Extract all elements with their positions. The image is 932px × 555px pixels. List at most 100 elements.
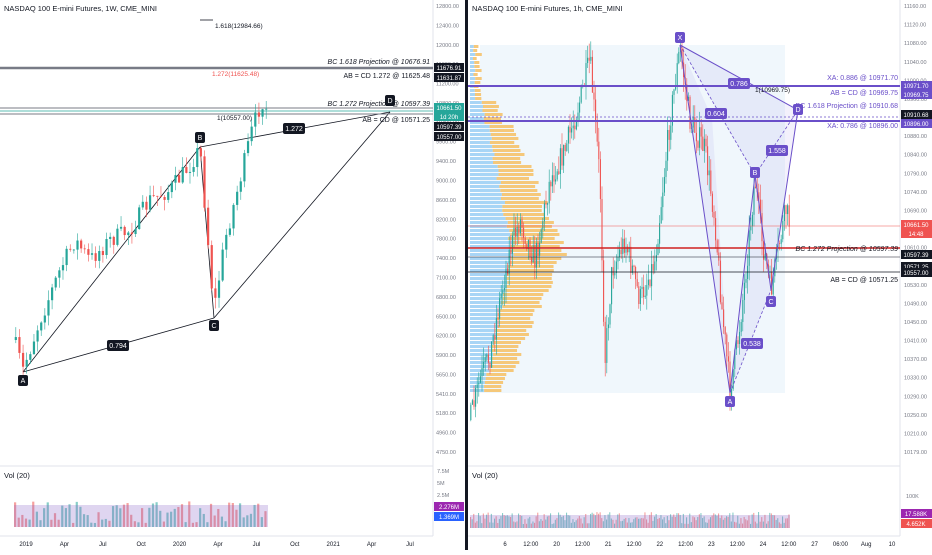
right-vol-tick-label: 100K bbox=[906, 494, 919, 500]
right-candle-body bbox=[782, 221, 784, 240]
right-vol-bar bbox=[500, 516, 502, 528]
right-vp-bar-orange bbox=[473, 49, 478, 52]
left-time-tick-label: Oct bbox=[290, 542, 300, 548]
right-vol-bar bbox=[665, 523, 667, 528]
left-point-d: D bbox=[387, 98, 392, 105]
right-candle-body bbox=[585, 63, 587, 87]
right-vp-bar-orange bbox=[494, 337, 526, 340]
left-vol-bar bbox=[209, 503, 213, 527]
right-vp-bar-orange bbox=[473, 45, 479, 48]
right-vp-bar-orange bbox=[483, 105, 499, 108]
left-price-tick-label: 5900.00 bbox=[436, 353, 456, 359]
right-vol-bar bbox=[679, 514, 681, 528]
right-candle-body bbox=[491, 341, 493, 368]
left-candle-body bbox=[156, 195, 159, 197]
right-vol-bar bbox=[474, 522, 476, 528]
left-vol-bar bbox=[184, 522, 187, 527]
left-vol-bar bbox=[101, 519, 104, 527]
right-vol-bar bbox=[788, 514, 790, 528]
right-vol-bar bbox=[742, 523, 744, 528]
right-vp-bar-blue bbox=[470, 61, 475, 64]
right-vol-bar bbox=[612, 519, 614, 528]
right-candle-body bbox=[550, 181, 552, 187]
right-point-a: A bbox=[728, 399, 733, 406]
left-vol-bar bbox=[180, 504, 184, 527]
pane-divider[interactable] bbox=[465, 0, 468, 550]
right-vp-bar-orange bbox=[505, 217, 550, 220]
right-time-axis[interactable]: 6 12:00 20 12:00 21 12:00 22 12:00 23 12:00 24 12:0… bbox=[503, 542, 896, 548]
right-vp-bar-blue bbox=[470, 81, 475, 84]
left-candle-body bbox=[228, 228, 231, 235]
left-vol-bar bbox=[173, 508, 176, 527]
right-badge-0 bbox=[901, 81, 932, 90]
right-vp-bar-orange bbox=[497, 317, 531, 320]
right-candle-body bbox=[483, 361, 485, 368]
left-vol-bar bbox=[119, 508, 122, 527]
left-vol-tick-label: 5M bbox=[437, 481, 445, 487]
right-point-a-box bbox=[725, 396, 735, 407]
left-candle-body bbox=[210, 245, 213, 289]
right-vp-bar-orange bbox=[475, 69, 482, 72]
left-price-axis[interactable]: 12800.0012400.0012000.0011600.0011200.00… bbox=[436, 4, 459, 456]
right-candle-body bbox=[625, 246, 627, 253]
left-candle-body bbox=[61, 265, 65, 271]
right-vp-bar-blue bbox=[470, 141, 490, 144]
right-vol-bar bbox=[586, 523, 588, 528]
right-vp-bar-blue bbox=[470, 245, 511, 248]
left-candle-body bbox=[159, 196, 163, 197]
right-point-d: D bbox=[795, 107, 800, 114]
left-vol-tick-label: 7.5M bbox=[437, 469, 450, 475]
left-vol-bar bbox=[46, 502, 49, 527]
right-vol-bar bbox=[626, 522, 628, 528]
right-price-tick-label: 10250.00 bbox=[904, 413, 927, 419]
left-vol-bar bbox=[155, 502, 158, 527]
left-candle-body bbox=[87, 249, 90, 255]
left-candle-body bbox=[257, 112, 261, 117]
right-vol-bar bbox=[740, 518, 742, 528]
right-candle-body bbox=[710, 170, 712, 194]
right-vol-bar bbox=[692, 516, 694, 528]
right-vol-bar bbox=[572, 519, 574, 528]
right-candle-body bbox=[694, 117, 696, 133]
right-candle-body bbox=[644, 295, 646, 298]
right-vp-bar-blue bbox=[470, 337, 495, 340]
right-vp-bar-blue bbox=[470, 253, 514, 256]
left-vol-bar bbox=[24, 518, 28, 527]
right-vp-bar-blue bbox=[470, 89, 475, 92]
left-candle-body bbox=[21, 352, 25, 367]
left-leg-ab bbox=[22, 146, 201, 373]
left-candle-body bbox=[203, 156, 206, 208]
left-candle-body bbox=[221, 249, 224, 281]
right-vol-bar bbox=[516, 521, 518, 528]
right-candle-body bbox=[497, 318, 499, 319]
right-vp-bar-blue bbox=[470, 209, 503, 212]
right-vol-bar bbox=[642, 518, 644, 528]
left-candle-body bbox=[152, 195, 155, 197]
right-volume-bars bbox=[470, 512, 790, 528]
right-vol-bar bbox=[494, 518, 496, 528]
left-vol-bar bbox=[206, 522, 209, 527]
right-candle-body bbox=[523, 227, 525, 238]
left-candle-body bbox=[196, 148, 199, 168]
right-candle-body bbox=[571, 128, 573, 133]
right-candle-body bbox=[564, 144, 566, 151]
right-vp-bar-blue bbox=[470, 149, 493, 152]
left-vol-bar bbox=[141, 508, 144, 527]
left-vol-bar bbox=[195, 522, 198, 527]
left-candle-body bbox=[217, 280, 221, 298]
left-candle-body bbox=[170, 182, 173, 193]
right-vol-bar bbox=[639, 518, 641, 528]
right-candle-body bbox=[670, 125, 672, 140]
right-point-x-box bbox=[675, 32, 685, 43]
right-candle-body bbox=[519, 219, 521, 234]
right-vp-bar-orange bbox=[475, 77, 482, 80]
right-vp-bar-orange bbox=[489, 369, 514, 372]
right-candle-body bbox=[628, 246, 630, 253]
left-candle-body bbox=[101, 251, 104, 256]
right-time-tick-label: 12:00 bbox=[730, 542, 746, 548]
left-time-axis[interactable]: 2019 Apr Jul Oct 2020 Apr Jul Oct 2021 Apr Jul bbox=[19, 542, 414, 548]
right-vol-bar bbox=[774, 515, 776, 528]
right-vp-bar-blue bbox=[470, 137, 492, 140]
right-vol-bar bbox=[530, 523, 532, 528]
right-vp-bar-orange bbox=[506, 277, 552, 280]
